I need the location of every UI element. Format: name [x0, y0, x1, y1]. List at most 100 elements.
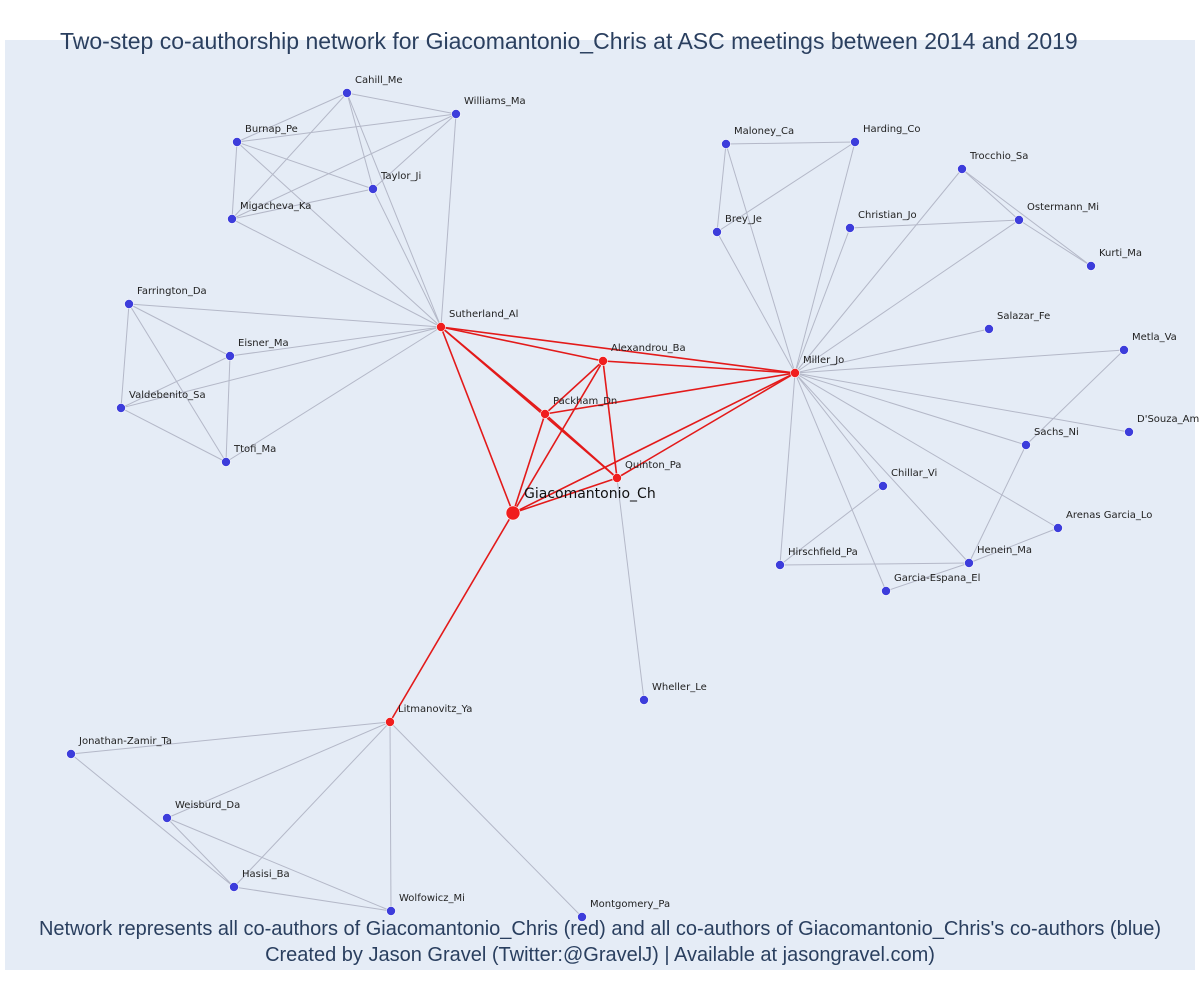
edge [229, 326, 442, 357]
node-brey-je[interactable] [712, 227, 722, 237]
node-d-souza-am[interactable] [1124, 427, 1134, 437]
node-hasisi-ba[interactable] [229, 882, 239, 892]
edge [794, 372, 1059, 529]
edge [120, 407, 227, 463]
node-label-quinton-pa: Quinton_Pa [625, 460, 681, 471]
node-label-trocchio-sa: Trocchio_Sa [969, 151, 1028, 162]
node-arenas-garcia-lo[interactable] [1053, 523, 1063, 533]
node-henein-ma[interactable] [964, 558, 974, 568]
node-packham-dn[interactable] [540, 409, 550, 419]
node-label-christian-jo: Christian_Jo [858, 210, 917, 221]
node-ostermann-mi[interactable] [1014, 215, 1024, 225]
node-farrington-da[interactable] [124, 299, 134, 309]
node-maloney-ca[interactable] [721, 139, 731, 149]
node-ttofi-ma[interactable] [221, 457, 231, 467]
edge [794, 372, 884, 487]
edge [779, 485, 884, 566]
node-label-wolfowicz-mi: Wolfowicz_Mi [399, 893, 465, 904]
node-label-wheller-le: Wheller_Le [652, 682, 707, 693]
node-miller-jo[interactable] [790, 368, 800, 378]
node-christian-jo[interactable] [845, 223, 855, 233]
node-sachs-ni[interactable] [1021, 440, 1031, 450]
node-valdebenito-sa[interactable] [116, 403, 126, 413]
edge [716, 141, 856, 233]
node-garcia-espana-el[interactable] [881, 586, 891, 596]
edge [233, 886, 392, 912]
node-sutherland-al[interactable] [436, 322, 446, 332]
node-wheller-le[interactable] [639, 695, 649, 705]
node-quinton-pa[interactable] [612, 473, 622, 483]
edge [225, 355, 231, 463]
node-cahill-me[interactable] [342, 88, 352, 98]
node-label-burnap-pe: Burnap_Pe [245, 124, 298, 135]
red-edge [602, 360, 618, 479]
node-label-migacheva-ka: Migacheva_Ka [240, 201, 311, 212]
edge [225, 326, 442, 463]
node-taylor-ji[interactable] [368, 184, 378, 194]
red-edge [389, 512, 514, 723]
node-label-metla-va: Metla_Va [1132, 332, 1177, 343]
node-montgomery-pa[interactable] [577, 912, 587, 922]
node-label-salazar-fe: Salazar_Fe [997, 311, 1050, 322]
edge [1018, 219, 1092, 267]
red-edges [389, 326, 796, 723]
node-kurti-ma[interactable] [1086, 261, 1096, 271]
node-williams-ma[interactable] [451, 109, 461, 119]
chart-title: Two-step co-authorship network for Giaco… [60, 28, 1078, 54]
edge [236, 141, 442, 328]
edge [794, 328, 990, 374]
edge [389, 721, 392, 912]
node-hirschfield-pa[interactable] [775, 560, 785, 570]
caption-line-2: Created by Jason Gravel (Twitter:@Gravel… [265, 944, 935, 966]
node-metla-va[interactable] [1119, 345, 1129, 355]
node-label-taylor-ji: Taylor_Ji [380, 171, 421, 182]
node-label-valdebenito-sa: Valdebenito_Sa [129, 390, 206, 401]
red-edge [440, 326, 514, 514]
red-edge [440, 326, 796, 374]
edge [794, 227, 851, 374]
node-eisner-ma[interactable] [225, 351, 235, 361]
node-alexandrou-ba[interactable] [598, 356, 608, 366]
node-label-harding-co: Harding_Co [863, 124, 921, 135]
edge [346, 92, 457, 115]
node-label-miller-jo: Miller_Jo [803, 355, 844, 366]
edge [128, 303, 231, 357]
edge [166, 721, 391, 819]
node-label-alexandrou-ba: Alexandrou_Ba [611, 343, 686, 354]
node-label-chillar-vi: Chillar_Vi [891, 468, 937, 479]
edge [794, 372, 887, 592]
node-trocchio-sa[interactable] [957, 164, 967, 174]
node-wolfowicz-mi[interactable] [386, 906, 396, 916]
edge [794, 372, 1130, 433]
node-burnap-pe[interactable] [232, 137, 242, 147]
node-harding-co[interactable] [850, 137, 860, 147]
edge [725, 141, 856, 145]
edge [961, 168, 1092, 267]
node-label-ttofi-ma: Ttofi_Ma [233, 444, 276, 455]
node-weisburd-da[interactable] [162, 813, 172, 823]
edge [231, 92, 348, 220]
node-label-maloney-ca: Maloney_Ca [734, 126, 794, 137]
node-label-ostermann-mi: Ostermann_Mi [1027, 202, 1099, 213]
node-label-williams-ma: Williams_Ma [464, 96, 526, 107]
node-litmanovitz-ya[interactable] [385, 717, 395, 727]
node-jonathan-zamir-ta[interactable] [66, 749, 76, 759]
node-chillar-vi[interactable] [878, 481, 888, 491]
edge [231, 188, 374, 220]
edge [716, 143, 727, 233]
node-giacomantonio-ch[interactable] [505, 505, 521, 521]
node-label-kurti-ma: Kurti_Ma [1099, 248, 1142, 259]
edge [794, 141, 856, 374]
edge [346, 92, 374, 190]
edge [849, 219, 1020, 229]
node-label-weisburd-da: Weisburd_Da [175, 800, 240, 811]
red-edge [544, 372, 796, 415]
node-salazar-fe[interactable] [984, 324, 994, 334]
edge [725, 143, 796, 374]
node-labels: Cahill_Me Williams_Ma Burnap_Pe Taylor_Ji Mi… [78, 75, 1199, 910]
node-migacheva-ka[interactable] [227, 214, 237, 224]
caption-line-1: Network represents all co-authors of Gia… [38, 918, 1162, 940]
edge [716, 231, 796, 374]
edge [961, 168, 1020, 221]
